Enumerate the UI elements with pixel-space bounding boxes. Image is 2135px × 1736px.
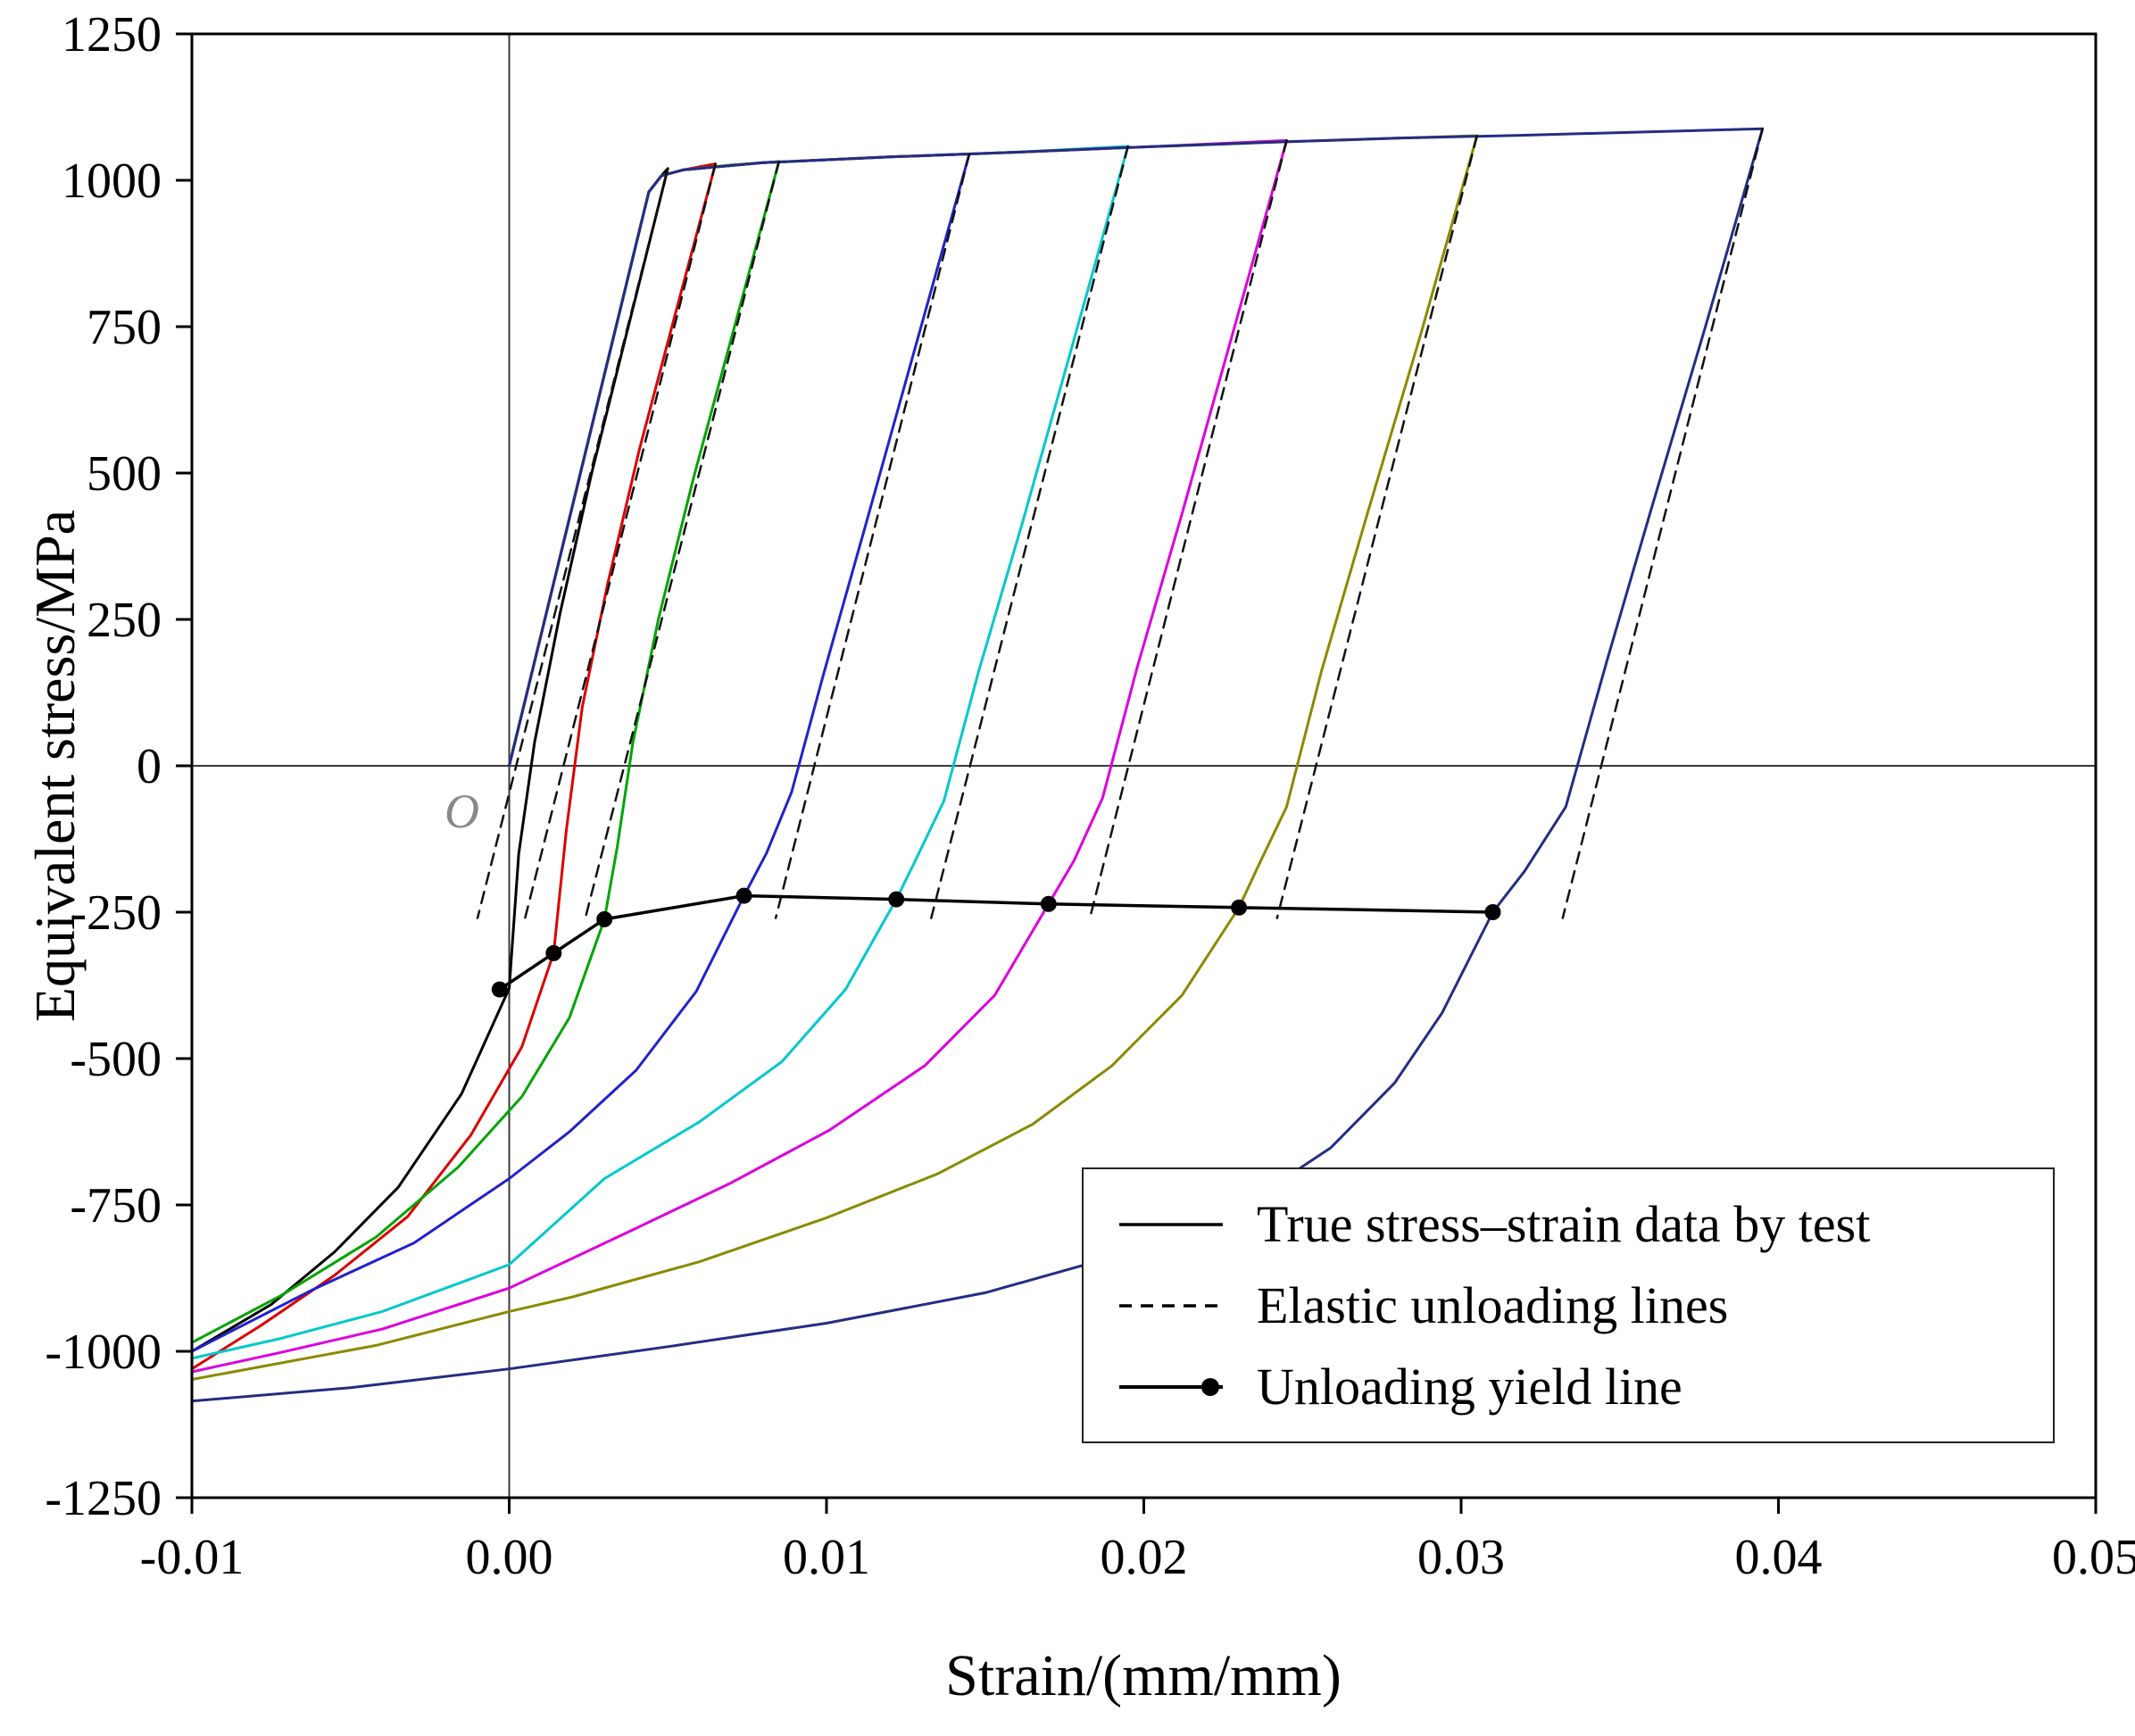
x-tick-label: 0.05 xyxy=(2052,1530,2135,1585)
y-tick-label: -1250 xyxy=(45,1471,162,1526)
solid-line-icon xyxy=(1119,1222,1223,1226)
x-tick-label: 0.00 xyxy=(466,1530,553,1585)
series-elastic-unloading-2 xyxy=(524,162,717,919)
series-cycle-1-test xyxy=(190,167,669,1353)
x-axis-label: Strain/(mm/mm) xyxy=(945,1643,1342,1708)
y-tick-label: 500 xyxy=(87,446,162,502)
dashed-line-icon xyxy=(1119,1303,1223,1308)
yield-point-marker xyxy=(1040,895,1057,912)
series-elastic-unloading-6 xyxy=(1088,139,1288,919)
series-unloading-yield-line xyxy=(498,893,1495,992)
yield-point-marker xyxy=(888,891,905,908)
series-elastic-unloading-7 xyxy=(1275,134,1479,919)
yield-point-marker xyxy=(735,887,752,904)
yield-point-marker xyxy=(1484,904,1501,920)
y-tick-label: 1250 xyxy=(62,7,162,62)
y-tick-label: 750 xyxy=(87,300,162,355)
y-tick-label: -750 xyxy=(70,1178,162,1233)
x-tick-label: 0.01 xyxy=(783,1530,870,1585)
legend-item-unloading-yield: Unloading yield line xyxy=(1117,1357,2019,1416)
origin-label: O xyxy=(444,785,479,838)
legend-box: True stress–strain data by test Elastic … xyxy=(1082,1167,2055,1443)
y-axis-label: Equivalent stress/MPa xyxy=(23,509,87,1023)
x-tick-label: 0.02 xyxy=(1101,1530,1188,1585)
series-elastic-unloading-8 xyxy=(1561,128,1764,919)
legend-label-unloading-yield: Unloading yield line xyxy=(1257,1358,1682,1416)
y-tick-label: -500 xyxy=(70,1032,162,1087)
y-tick-label: -1000 xyxy=(45,1325,162,1380)
series-elastic-unloading-1 xyxy=(476,167,669,919)
y-tick-label: 0 xyxy=(137,739,162,794)
legend-label-test-data: True stress–strain data by test xyxy=(1257,1195,1871,1253)
legend-item-elastic-unloading: Elastic unloading lines xyxy=(1117,1275,2019,1335)
legend-label-elastic-unloading: Elastic unloading lines xyxy=(1257,1276,1729,1334)
yield-point-marker xyxy=(596,910,613,927)
x-tick-label: -0.01 xyxy=(140,1530,245,1585)
yield-point-marker xyxy=(545,944,562,961)
series-elastic-unloading-3 xyxy=(584,160,780,919)
series-cycle-8-test xyxy=(190,127,1765,1403)
y-tick-label: 250 xyxy=(87,593,162,648)
x-tick-label: 0.03 xyxy=(1417,1530,1505,1585)
x-tick-label: 0.04 xyxy=(1735,1530,1823,1585)
series-elastic-unloading-4 xyxy=(774,153,971,919)
y-tick-label: -250 xyxy=(70,885,162,941)
y-tick-label: 1000 xyxy=(62,154,162,209)
legend-item-test-data: True stress–strain data by test xyxy=(1117,1194,2019,1254)
yield-point-marker xyxy=(491,981,508,998)
series-elastic-unloading-5 xyxy=(930,145,1129,919)
line-with-dot-icon xyxy=(1119,1377,1223,1396)
yield-point-marker xyxy=(1231,899,1248,916)
